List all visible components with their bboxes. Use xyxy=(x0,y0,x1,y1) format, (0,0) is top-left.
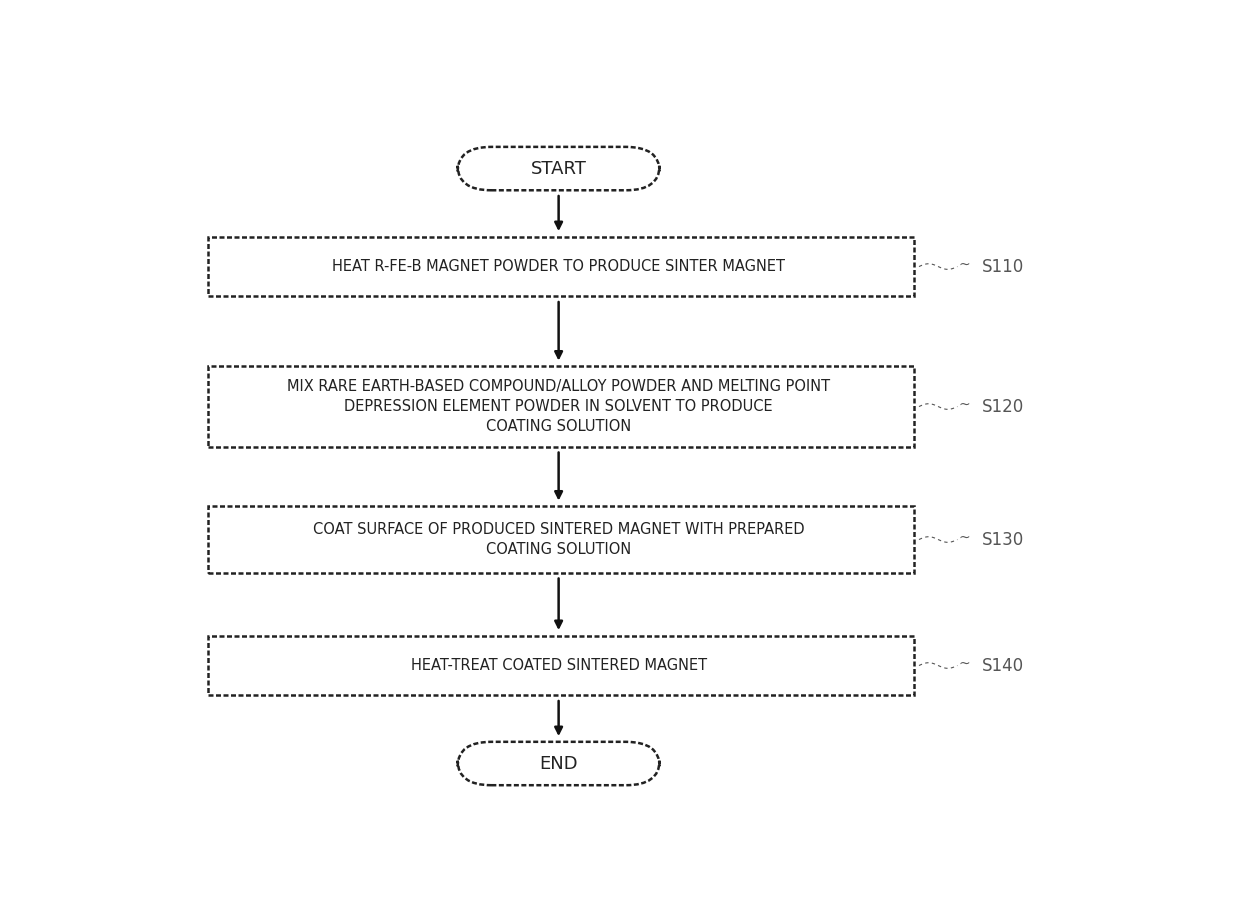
Text: MIX RARE EARTH-BASED COMPOUND/ALLOY POWDER AND MELTING POINT
DEPRESSION ELEMENT : MIX RARE EARTH-BASED COMPOUND/ALLOY POWD… xyxy=(286,379,831,434)
FancyBboxPatch shape xyxy=(458,742,660,785)
FancyBboxPatch shape xyxy=(208,635,914,695)
Text: END: END xyxy=(539,754,578,773)
FancyBboxPatch shape xyxy=(208,366,914,447)
Text: HEAT R-FE-B MAGNET POWDER TO PRODUCE SINTER MAGNET: HEAT R-FE-B MAGNET POWDER TO PRODUCE SIN… xyxy=(332,259,785,275)
Text: ~: ~ xyxy=(959,531,970,545)
FancyBboxPatch shape xyxy=(458,147,660,190)
FancyBboxPatch shape xyxy=(208,506,914,573)
Text: ~: ~ xyxy=(959,657,970,671)
FancyBboxPatch shape xyxy=(208,237,914,296)
Text: S130: S130 xyxy=(982,531,1024,548)
Text: S120: S120 xyxy=(982,397,1024,415)
Text: START: START xyxy=(531,160,587,177)
Text: S110: S110 xyxy=(982,257,1024,275)
Text: S140: S140 xyxy=(982,656,1023,674)
Text: HEAT-TREAT COATED SINTERED MAGNET: HEAT-TREAT COATED SINTERED MAGNET xyxy=(410,658,707,673)
Text: COAT SURFACE OF PRODUCED SINTERED MAGNET WITH PREPARED
COATING SOLUTION: COAT SURFACE OF PRODUCED SINTERED MAGNET… xyxy=(312,522,805,557)
Text: ~: ~ xyxy=(959,398,970,412)
Text: ~: ~ xyxy=(959,258,970,272)
